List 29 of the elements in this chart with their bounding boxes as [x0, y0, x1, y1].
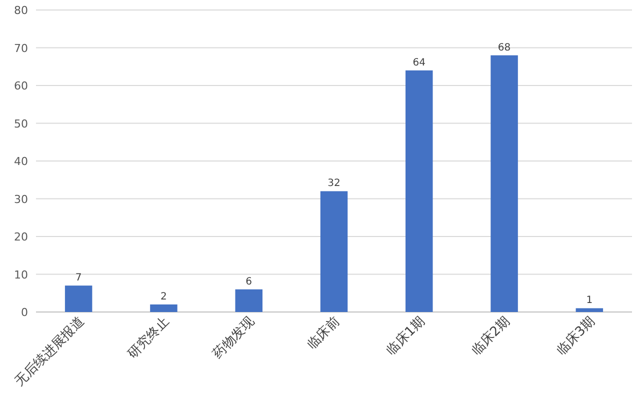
x-tick-label: 药物发现	[210, 314, 258, 362]
x-tick-label: 临床3期	[554, 314, 598, 358]
bar	[150, 304, 178, 312]
bar	[490, 55, 518, 312]
y-tick-label: 0	[21, 306, 28, 319]
x-tick-label: 研究终止	[125, 314, 173, 362]
y-tick-label: 70	[14, 42, 28, 55]
data-label: 1	[586, 295, 593, 306]
y-tick-label: 80	[14, 4, 28, 17]
data-label: 6	[246, 276, 252, 288]
bar	[235, 289, 262, 312]
data-label: 32	[328, 178, 340, 190]
data-label: 2	[160, 291, 167, 302]
y-tick-label: 20	[14, 230, 28, 244]
bar	[320, 191, 348, 312]
data-label: 64	[412, 57, 426, 68]
bar	[406, 70, 433, 312]
data-label: 7	[75, 272, 82, 284]
data-label: 68	[498, 42, 511, 54]
y-tick-label: 60	[14, 80, 28, 92]
y-tick-label: 40	[14, 155, 28, 168]
y-tick-label: 10	[14, 268, 28, 282]
x-tick-label: 临床前	[304, 314, 343, 352]
bar	[64, 286, 92, 312]
y-tick-label: 30	[14, 192, 28, 206]
bar	[576, 308, 604, 312]
x-tick-label: 临床1期	[384, 314, 428, 358]
y-tick-label: 50	[14, 117, 28, 130]
x-tick-label: 临床2期	[469, 314, 514, 358]
